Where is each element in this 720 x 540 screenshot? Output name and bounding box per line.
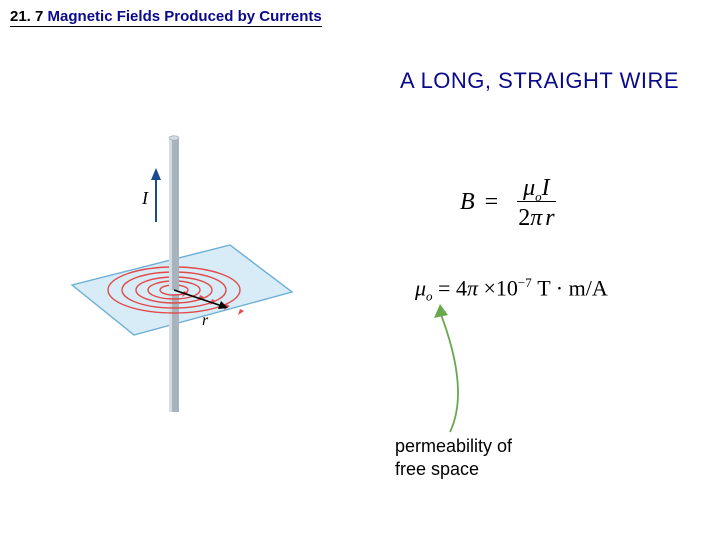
annot-arrow-path [440, 312, 458, 432]
formula-lhs: B [460, 189, 475, 215]
section-number: 21. 7 [10, 8, 43, 25]
I-symbol: I [542, 175, 550, 201]
annotation-arrow [428, 300, 488, 440]
annot-line1: permeability of [395, 436, 512, 456]
wire-diagram: I r [60, 130, 300, 420]
label-I: I [141, 188, 149, 208]
mu0-exp: −7 [518, 275, 532, 290]
formula-fraction: μoI 2πr [512, 175, 560, 232]
wire-lower-hl [169, 294, 172, 412]
label-r: r [202, 312, 209, 329]
mu0-times: ×10 [484, 275, 518, 300]
annotation-text: permeability of free space [395, 435, 512, 482]
section-header: 21. 7 Magnetic Fields Produced by Curren… [10, 8, 322, 27]
mu0-eq4: = 4 [438, 275, 467, 300]
wire-diagram-svg: I r [60, 130, 300, 420]
annot-arrowhead [434, 304, 448, 318]
page-title: A LONG, STRAIGHT WIRE [400, 68, 679, 94]
wire-upper-hl [169, 138, 172, 290]
section-title: Magnetic Fields Produced by Currents [48, 8, 322, 25]
formula-eq: = [485, 189, 499, 215]
mu-symbol: μ [523, 175, 535, 201]
current-arrowhead [151, 168, 161, 180]
mu0-mu: μ [415, 275, 426, 300]
pi: π [530, 205, 542, 231]
plane [72, 245, 292, 335]
formula-B: B = μoI 2πr [460, 175, 561, 232]
two: 2 [518, 205, 530, 231]
r: r [545, 205, 554, 231]
formula-numerator: μoI [517, 175, 556, 202]
formula-denominator: 2πr [512, 205, 560, 231]
wire-top-cap [169, 136, 179, 140]
mu0-units: T · m/A [537, 275, 607, 300]
mu0-pi: π [467, 275, 478, 300]
annot-line2: free space [395, 459, 479, 479]
